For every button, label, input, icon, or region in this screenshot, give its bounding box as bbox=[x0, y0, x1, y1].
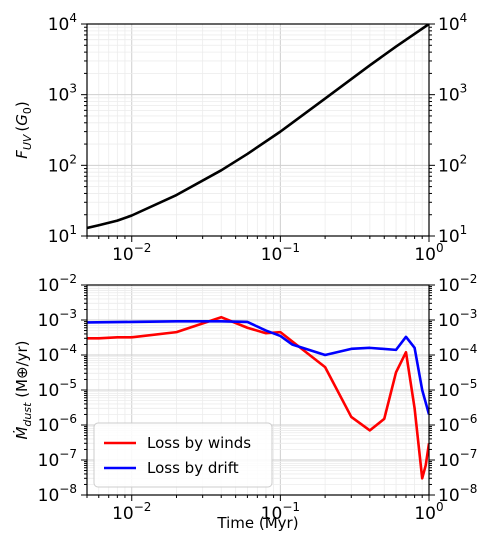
legend: Loss by winds Loss by drift bbox=[93, 422, 273, 488]
y-tick-label-left: 101 bbox=[48, 223, 77, 247]
y-tick-label-right: 10−4 bbox=[438, 342, 477, 366]
y-tick-label-left: 10−4 bbox=[38, 342, 77, 366]
y-tick-label-left: 102 bbox=[48, 152, 77, 176]
grid bbox=[86, 23, 430, 237]
flux-line bbox=[87, 24, 429, 230]
y-tick-label-left: 104 bbox=[48, 11, 77, 35]
axes-frame bbox=[86, 23, 430, 237]
legend-label-loss-by-winds: Loss by winds bbox=[147, 434, 251, 452]
y-tick-label-left: 10−8 bbox=[38, 482, 77, 506]
y-tick-label-right: 10−3 bbox=[438, 307, 477, 331]
y-tick-label-right: 10−2 bbox=[438, 272, 477, 296]
x-axis-label: Time (Myr) bbox=[216, 514, 298, 532]
y-tick-label-left: 10−2 bbox=[38, 272, 77, 296]
x-tick-label: 10−2 bbox=[112, 241, 151, 265]
legend-box bbox=[93, 422, 273, 488]
y-tick-label-left: 103 bbox=[48, 82, 77, 106]
y-axis-label: FUV (G0) bbox=[13, 101, 34, 159]
y-tick-label-left: 10−3 bbox=[38, 307, 77, 331]
axes-frame bbox=[86, 284, 430, 496]
y-tick-label-left: 10−5 bbox=[38, 377, 77, 401]
y-axis-label: Ṁdust (M⊕/yr) bbox=[12, 340, 34, 439]
loss-by-winds-line bbox=[87, 315, 429, 480]
x-tick-label: 10−2 bbox=[112, 500, 151, 524]
y-tick-label-left: 10−6 bbox=[38, 412, 77, 436]
y-tick-label-right: 10−5 bbox=[438, 377, 477, 401]
y-tick-label-right: 10−8 bbox=[438, 482, 477, 506]
y-tick-label-right: 103 bbox=[438, 82, 467, 106]
y-tick-label-right: 102 bbox=[438, 152, 467, 176]
loss-by-drift-line bbox=[87, 319, 429, 415]
legend-label-loss-by-drift: Loss by drift bbox=[147, 459, 239, 477]
y-tick-label-right: 10−6 bbox=[438, 412, 477, 436]
y-tick-label-right: 10−7 bbox=[438, 447, 477, 471]
y-tick-label-right: 104 bbox=[438, 11, 467, 35]
y-tick-label-left: 10−7 bbox=[38, 447, 77, 471]
y-tick-label-right: 101 bbox=[438, 223, 467, 247]
x-tick-label: 10−1 bbox=[261, 241, 300, 265]
